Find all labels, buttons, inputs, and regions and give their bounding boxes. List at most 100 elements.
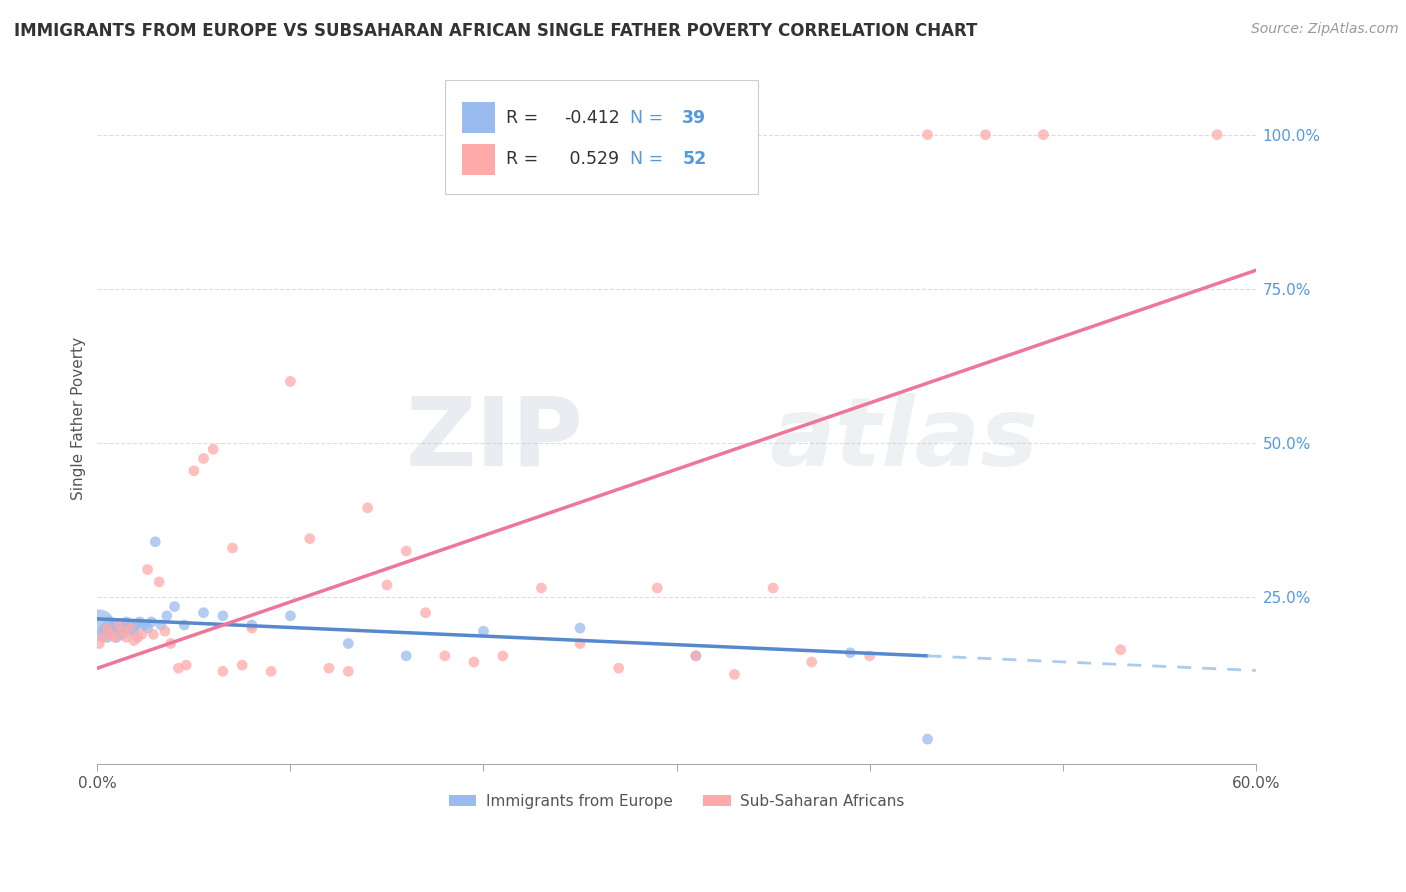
Point [142,627,165,641]
Point [569,636,592,650]
Point [1206,128,1229,142]
Point [91,631,114,645]
Point [762,581,785,595]
FancyBboxPatch shape [463,144,495,175]
Point [122,633,145,648]
Point [150,618,173,632]
Point [136,562,159,576]
Point [859,648,882,663]
Point [91,624,114,639]
Point [104,631,127,645]
Point [115,631,138,645]
Point [221,541,243,555]
Text: R =: R = [506,151,544,169]
Point [163,599,186,614]
Text: ZIP: ZIP [406,392,583,485]
Point [111,624,134,639]
Point [211,608,233,623]
Point [153,624,176,639]
Point [211,665,233,679]
Point [433,648,456,663]
Point [280,608,302,623]
Point [100,627,122,641]
Point [723,667,745,681]
Point [202,442,225,457]
Point [136,621,159,635]
Point [97,615,120,629]
Point [173,618,195,632]
Point [240,618,263,632]
Point [231,658,253,673]
Point [100,624,122,639]
Point [107,618,129,632]
Text: Source: ZipAtlas.com: Source: ZipAtlas.com [1251,22,1399,37]
Point [120,618,142,632]
Point [105,631,128,645]
Point [685,648,707,663]
Point [143,534,166,549]
Point [111,627,134,641]
Point [463,655,485,669]
Text: 0.529: 0.529 [564,151,619,169]
Point [121,621,143,635]
Point [607,661,630,675]
Y-axis label: Single Father Poverty: Single Father Poverty [72,337,86,500]
Point [117,624,139,639]
Point [569,621,592,635]
Point [260,665,283,679]
Point [530,581,553,595]
Point [159,636,181,650]
Point [356,500,378,515]
Point [115,615,138,629]
Point [472,624,495,639]
Text: N =: N = [630,109,669,127]
Point [395,648,418,663]
Point [120,621,142,635]
Point [156,608,179,623]
Point [183,464,205,478]
Text: -0.412: -0.412 [564,109,620,127]
Text: 39: 39 [682,109,706,127]
Point [104,621,127,635]
Point [96,621,118,635]
Point [375,578,398,592]
Text: 52: 52 [682,151,707,169]
Point [395,544,418,558]
Point [107,621,129,635]
Point [917,128,939,142]
Point [89,618,111,632]
Text: IMMIGRANTS FROM EUROPE VS SUBSAHARAN AFRICAN SINGLE FATHER POVERTY CORRELATION C: IMMIGRANTS FROM EUROPE VS SUBSAHARAN AFR… [14,22,977,40]
Point [148,574,170,589]
Point [280,375,302,389]
Point [1032,128,1054,142]
Point [974,128,997,142]
Point [110,618,132,632]
Point [125,618,148,632]
FancyBboxPatch shape [444,80,758,194]
Point [800,655,823,669]
Point [89,636,111,650]
Point [685,648,707,663]
Point [1109,642,1132,657]
Point [839,646,862,660]
Point [141,615,163,629]
Text: R =: R = [506,109,544,127]
Point [131,627,153,641]
Text: N =: N = [630,151,669,169]
Point [645,581,668,595]
Point [112,621,135,635]
Point [917,732,939,747]
Point [193,451,215,466]
Point [318,661,340,675]
Point [193,606,215,620]
Point [337,636,360,650]
Point [337,665,360,679]
Legend: Immigrants from Europe, Sub-Saharan Africans: Immigrants from Europe, Sub-Saharan Afri… [443,788,910,815]
Point [127,631,149,645]
Text: atlas: atlas [769,392,1038,485]
Point [128,615,150,629]
Point [94,621,117,635]
Point [415,606,437,620]
Point [96,631,118,645]
Point [101,618,124,632]
